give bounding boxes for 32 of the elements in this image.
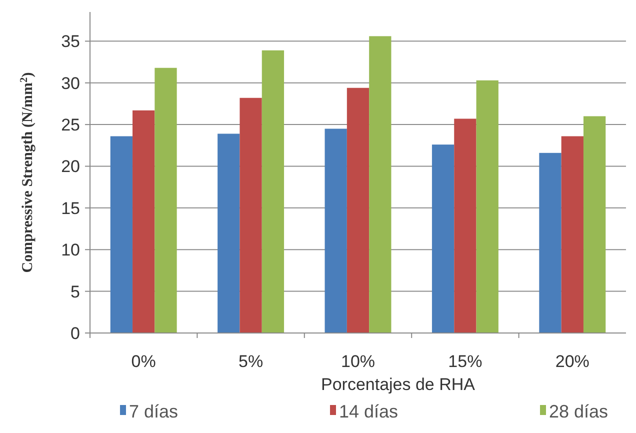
y-tick-label: 0: [70, 324, 80, 343]
bar: [432, 144, 454, 333]
x-axis-title: Porcentajes de RHA: [320, 375, 476, 394]
y-tick-label: 10: [61, 240, 80, 260]
x-tick-label: 20%: [555, 352, 590, 371]
y-tick-label: 15: [61, 198, 80, 218]
bar: [110, 136, 133, 333]
bar: [240, 98, 262, 333]
bar: [154, 68, 177, 333]
bar: [262, 50, 284, 333]
bar: [346, 88, 370, 333]
bar: [476, 80, 498, 333]
x-tick-label: 15%: [448, 352, 482, 371]
legend-label: 28 días: [549, 401, 608, 422]
x-tick-label: 5%: [238, 352, 264, 371]
x-tick-label: 0%: [131, 352, 156, 371]
legend-label: 14 días: [339, 401, 398, 422]
bar: [583, 116, 606, 333]
y-tick-label: 5: [70, 282, 80, 302]
y-tick-label: 35: [61, 32, 80, 52]
bar: [454, 118, 476, 333]
y-tick-label: 25: [61, 116, 80, 135]
bar: [369, 36, 392, 333]
bar: [539, 152, 562, 333]
bar: [561, 136, 584, 333]
bar: [132, 110, 155, 333]
y-tick-label: 20: [61, 157, 80, 176]
y-tick-label: 30: [61, 74, 80, 93]
bar: [218, 134, 240, 333]
x-tick-label: 10%: [340, 352, 376, 371]
bar: [324, 128, 347, 333]
legend-label: 7 días: [129, 401, 178, 422]
